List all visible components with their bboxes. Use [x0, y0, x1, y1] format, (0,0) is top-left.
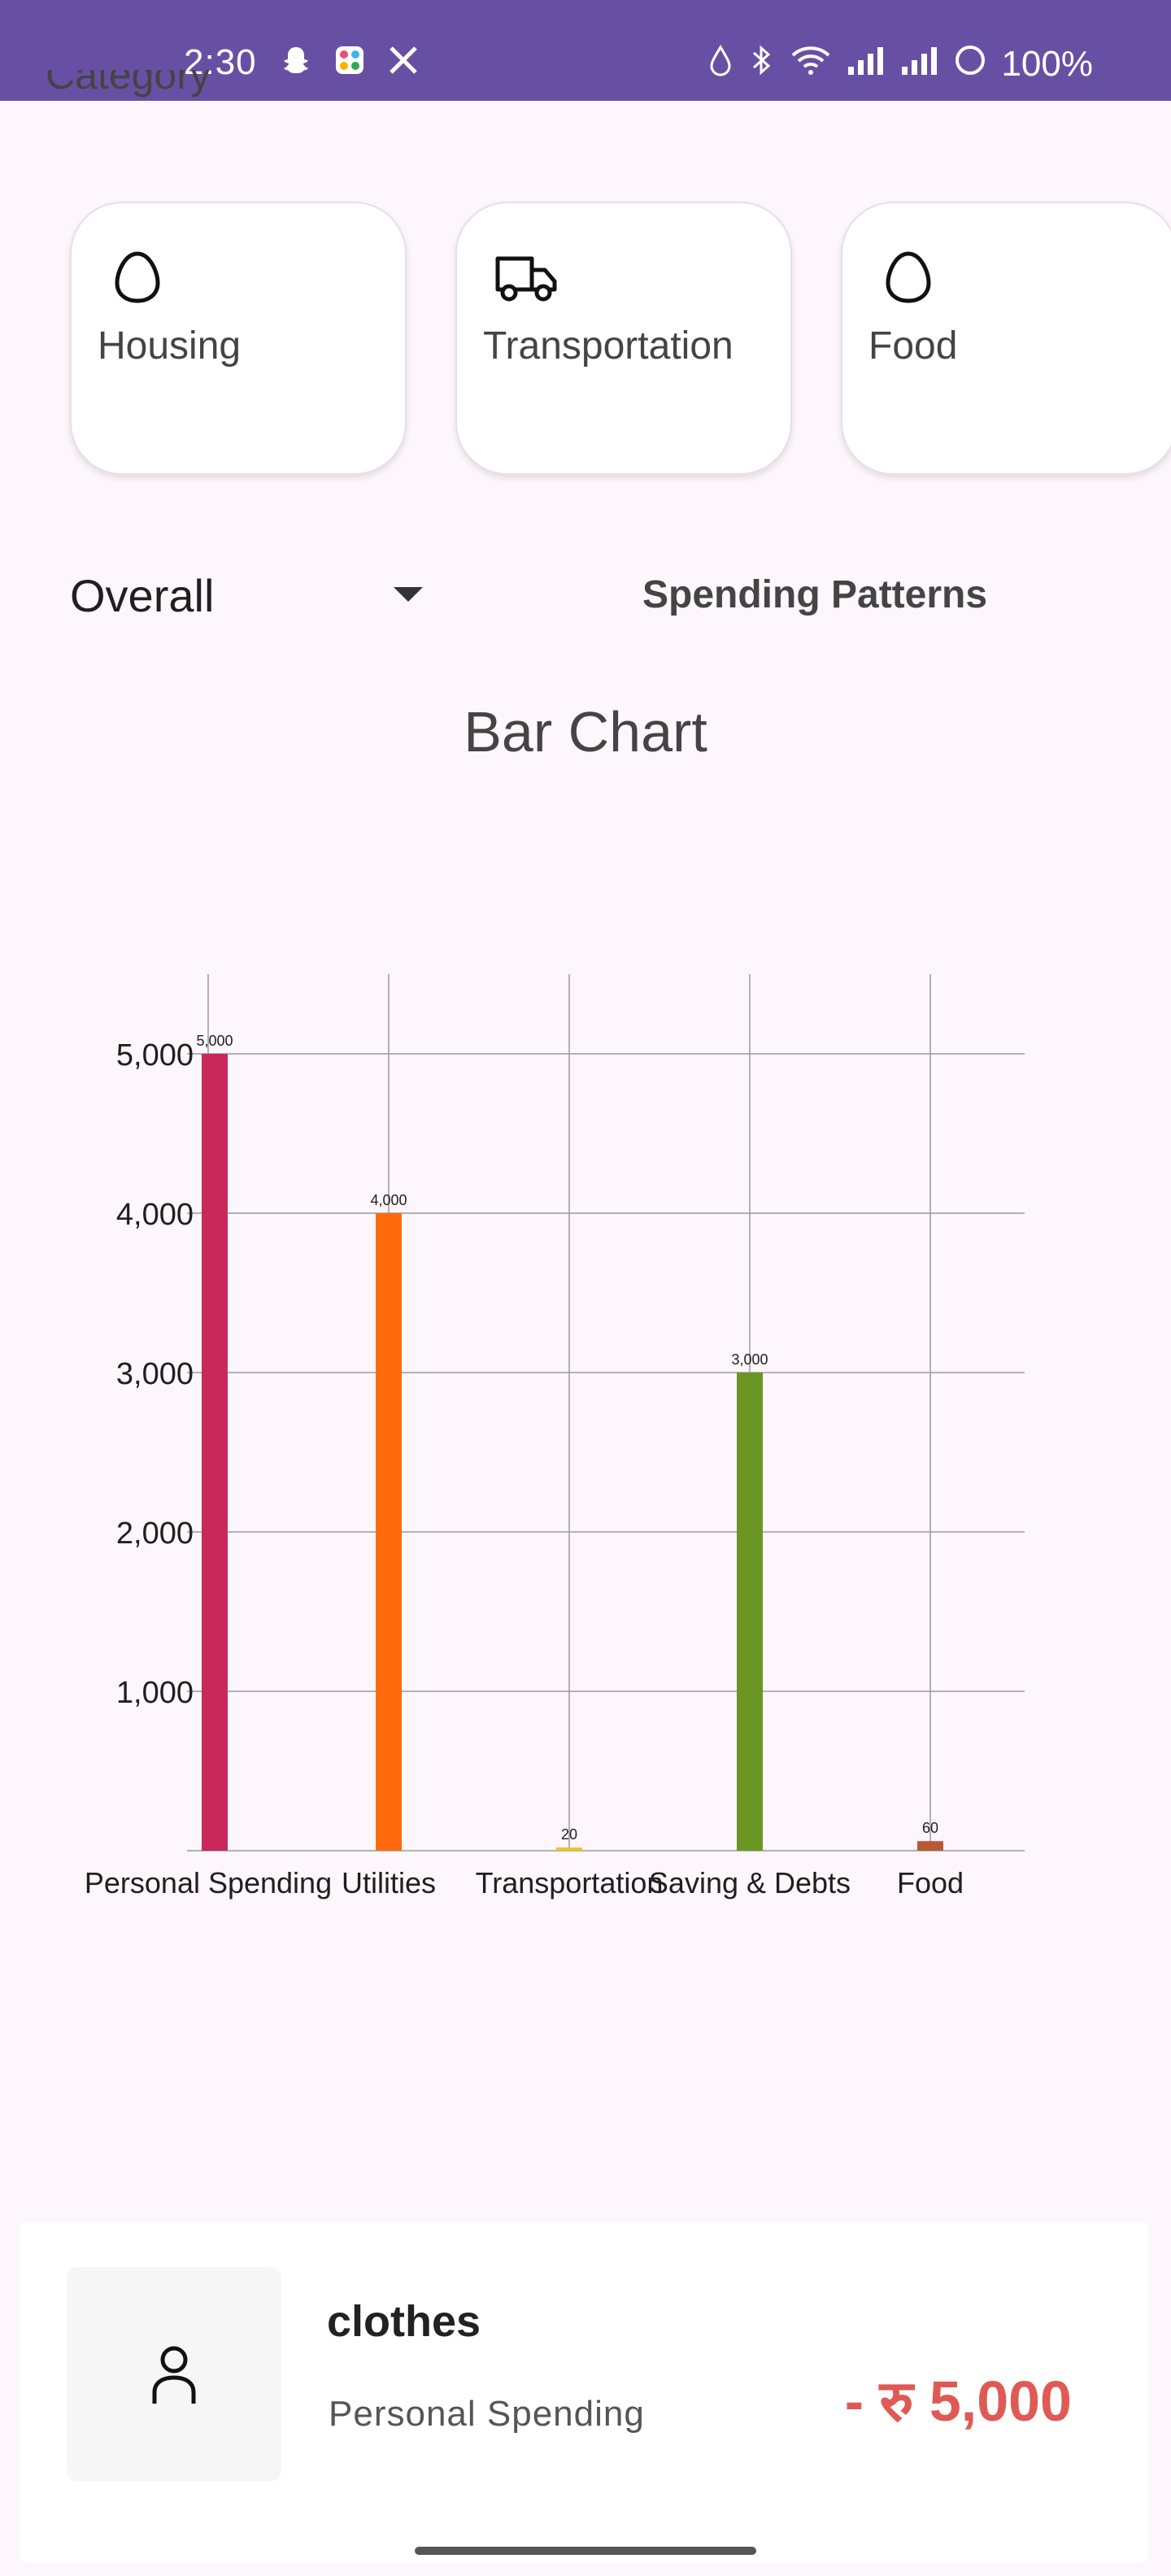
status-time: 2:30 [184, 42, 257, 82]
y-tick-label: 2,000 [116, 1516, 194, 1551]
signal-icon [847, 44, 886, 85]
battery-icon [954, 44, 986, 85]
snapchat-icon [280, 44, 312, 85]
category-card-food[interactable]: Food [841, 202, 1171, 475]
bar-chart: 1,000 2,000 3,000 4,000 5,000 5,000 Personal S… [85, 974, 1025, 1899]
bar [376, 1213, 402, 1851]
data-label: 5,000 [196, 1033, 233, 1049]
caret-down-icon [394, 587, 423, 602]
dropdown-value: Overall [70, 570, 215, 621]
app-icon [333, 44, 366, 85]
x-tick-label: Saving & Debts [649, 1866, 851, 1899]
egg-icon [886, 251, 931, 303]
status-bar: 2:30 100% [0, 0, 1171, 101]
y-tick-label: 3,000 [116, 1357, 194, 1391]
category-label: Food [868, 324, 958, 368]
drop-icon [708, 44, 733, 85]
y-tick-label: 1,000 [116, 1676, 194, 1710]
data-label: 60 [922, 1820, 938, 1836]
chart-title: Bar Chart [464, 700, 707, 764]
data-label: 4,000 [370, 1192, 407, 1208]
home-indicator[interactable] [415, 2547, 756, 2555]
category-card-housing[interactable]: Housing [70, 202, 407, 475]
bluetooth-icon [747, 44, 775, 85]
category-list: Housing Transportation Food [0, 202, 1171, 475]
transaction-title: clothes [327, 2297, 481, 2346]
egg-icon [115, 251, 160, 303]
transaction-card[interactable]: clothes Personal Spending - रु 5,000 [20, 2221, 1148, 2563]
data-label: 3,000 [731, 1351, 768, 1368]
avatar [67, 2267, 281, 2482]
period-dropdown[interactable]: Overall [70, 564, 428, 629]
bar [737, 1373, 763, 1851]
person-icon [152, 2346, 196, 2404]
category-label: Transportation [483, 324, 734, 368]
x-icon [387, 44, 420, 85]
bar [556, 1847, 582, 1851]
bar [917, 1841, 943, 1851]
data-label: 20 [561, 1826, 577, 1843]
bar [202, 1054, 228, 1851]
x-tick-label: Personal Spending [85, 1866, 332, 1899]
x-tick-label: Utilities [342, 1866, 436, 1899]
transaction-amount: - रु 5,000 [844, 2369, 1072, 2433]
spending-patterns-button[interactable]: Spending Patterns [642, 573, 988, 616]
category-card-transportation[interactable]: Transportation [455, 202, 792, 475]
y-tick-label: 5,000 [116, 1038, 194, 1073]
wifi-icon [790, 44, 832, 85]
x-tick-label: Food [897, 1866, 964, 1899]
category-label: Housing [98, 324, 242, 368]
x-tick-label: Transportation [476, 1866, 664, 1899]
status-system-icons: 100% [708, 44, 1093, 85]
battery-percent: 100% [1001, 44, 1093, 84]
status-notification-icons [280, 44, 420, 85]
transaction-category: Personal Spending [329, 2394, 645, 2434]
truck-icon [495, 256, 557, 302]
y-tick-label: 4,000 [116, 1198, 194, 1232]
signal-icon [900, 44, 939, 85]
section-heading: Category [46, 70, 211, 98]
